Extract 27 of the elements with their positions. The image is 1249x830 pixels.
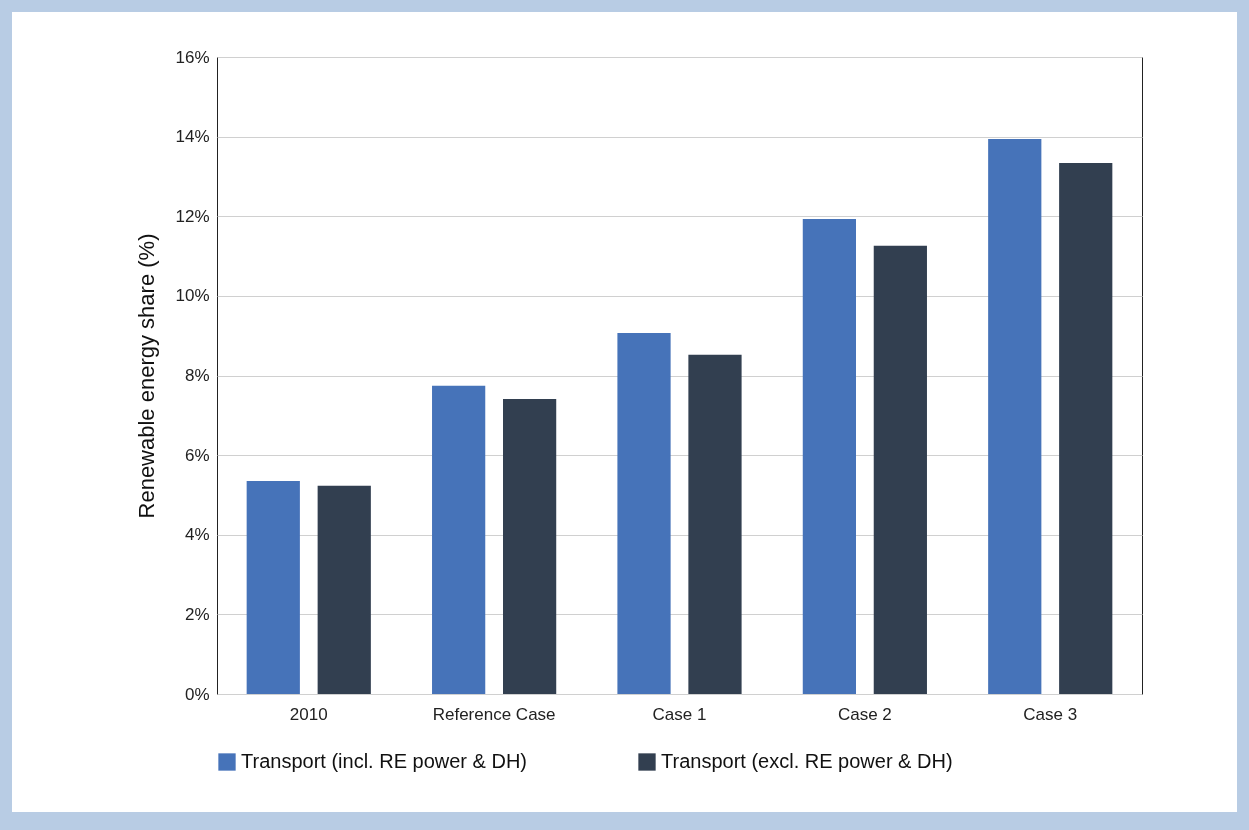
x-tick-label: Case 3 <box>1023 704 1078 724</box>
x-tick-label: 2010 <box>289 704 328 724</box>
bar <box>688 354 742 694</box>
y-tick-label: 0% <box>184 684 210 704</box>
bar <box>988 139 1042 694</box>
y-tick-label: 8% <box>184 366 210 385</box>
y-tick-label: 12% <box>175 206 210 226</box>
legend-label: Transport (excl. RE power & DH) <box>661 750 953 772</box>
bar <box>432 385 486 694</box>
bar <box>246 481 300 694</box>
y-tick-label: 4% <box>184 525 210 545</box>
legend-label: Transport (incl. RE power & DH) <box>241 750 527 772</box>
bar <box>873 245 927 694</box>
y-axis-title: Renewable energy share (%) <box>134 233 160 519</box>
y-tick-label: 16% <box>175 47 210 67</box>
x-tick-label: Reference Case <box>432 704 556 724</box>
bar <box>617 332 671 694</box>
y-tick-label: 2% <box>184 604 210 624</box>
y-tick-label: 10% <box>175 286 210 306</box>
y-tick-label: 14% <box>175 127 210 147</box>
bar <box>1059 162 1113 694</box>
bar <box>503 398 557 694</box>
bar <box>802 219 856 694</box>
bar <box>317 485 371 694</box>
x-tick-label: Case 1 <box>652 704 707 724</box>
y-tick-label: 6% <box>184 445 210 465</box>
x-tick-label: Case 2 <box>837 704 892 724</box>
